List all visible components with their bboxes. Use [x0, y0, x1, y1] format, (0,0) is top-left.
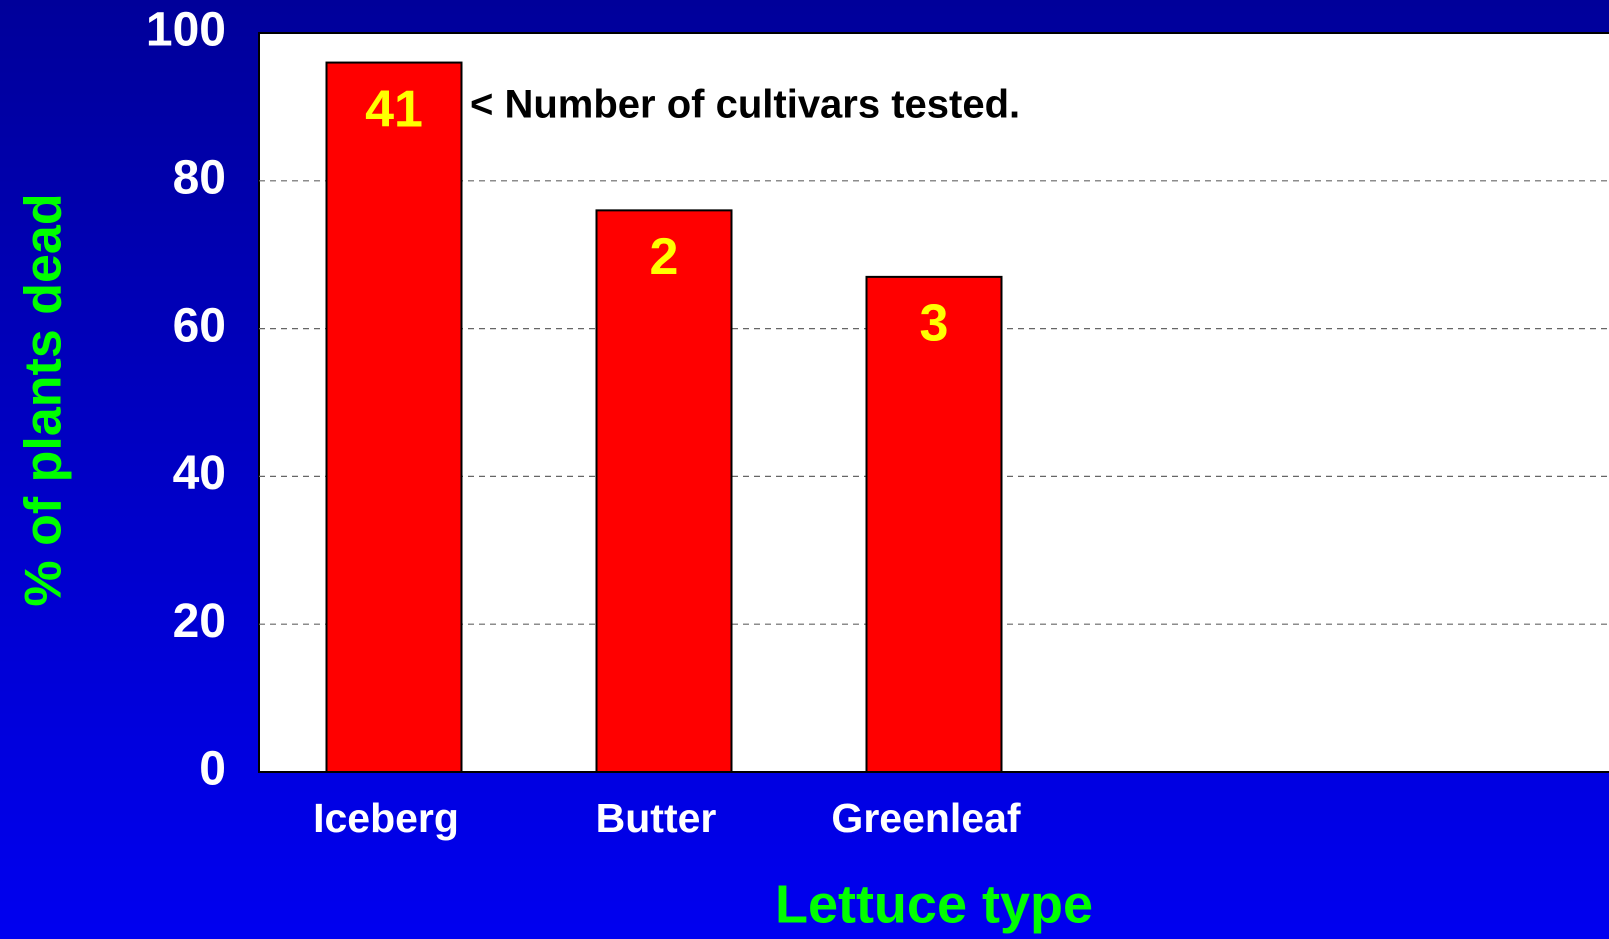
x-tick-label: Iceberg	[313, 795, 459, 841]
y-axis-title: % of plants dead	[15, 193, 73, 606]
y-tick-label: 80	[173, 151, 226, 204]
bar	[595, 209, 733, 774]
y-tick-label: 20	[173, 595, 226, 648]
bar	[325, 61, 463, 774]
bar	[865, 275, 1003, 773]
bar-label: 2	[650, 228, 679, 286]
y-tick-label: 40	[173, 447, 226, 500]
y-tick-label: 0	[199, 743, 226, 796]
x-axis-title: Lettuce type	[775, 874, 1093, 934]
bar-label: 41	[365, 80, 423, 138]
x-tick-label: Butter	[596, 795, 717, 841]
y-tick-label: 60	[173, 299, 226, 352]
x-tick-label: Greenleaf	[831, 795, 1020, 841]
bar-label: 3	[920, 295, 949, 353]
annotation: < Number of cultivars tested.	[470, 83, 1020, 127]
y-tick-label: 100	[146, 4, 226, 57]
